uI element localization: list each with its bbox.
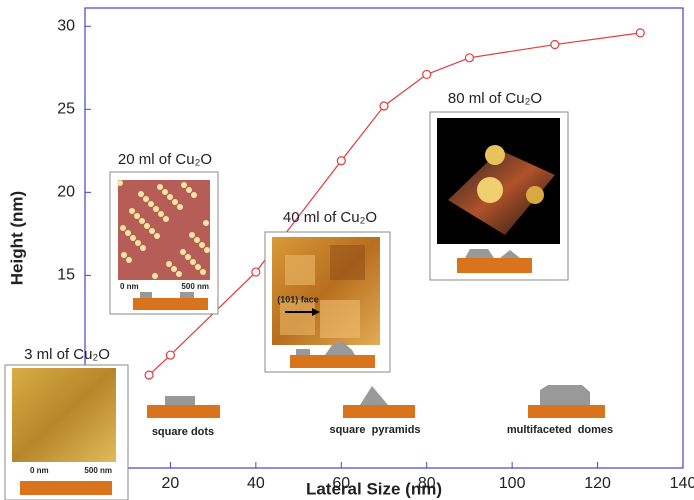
inset	[429, 111, 569, 281]
shape-label: square pyramids	[329, 424, 420, 436]
inset-title: 3 ml of Cu₂O	[24, 346, 110, 363]
y-tick-label: 15	[57, 267, 75, 284]
data-point	[635, 28, 645, 38]
particle	[130, 235, 136, 241]
data-point	[422, 69, 432, 80]
plot-frame	[84, 7, 684, 469]
inset	[109, 171, 219, 315]
particle	[126, 257, 132, 263]
particle	[163, 216, 169, 222]
particle	[166, 261, 172, 267]
inset	[264, 231, 391, 373]
particle	[162, 189, 168, 195]
particle	[180, 249, 186, 255]
data-point	[165, 350, 176, 360]
particle	[134, 213, 140, 219]
inset	[4, 364, 129, 500]
particle	[181, 182, 187, 188]
particle	[143, 196, 149, 202]
x-tick-label: 20	[162, 475, 180, 492]
particle	[171, 266, 177, 272]
data-point	[336, 156, 346, 166]
inset-title: 20 ml of Cu₂O	[118, 151, 212, 168]
particle	[125, 230, 131, 236]
x-tick-label: 140	[670, 475, 694, 492]
x-tick-label: 60	[332, 475, 350, 492]
particle	[140, 245, 146, 251]
particle	[148, 201, 154, 207]
inset-title: 80 ml of Cu₂O	[448, 90, 542, 107]
particle	[203, 220, 209, 226]
particle	[190, 259, 196, 265]
data-point	[251, 267, 261, 277]
particle	[135, 240, 141, 246]
particle	[152, 273, 158, 279]
data-point	[144, 370, 154, 380]
data-point	[550, 39, 560, 50]
y-tick-label: 30	[57, 17, 75, 34]
particle	[157, 184, 163, 190]
particle	[194, 237, 200, 243]
shape-cartoons	[147, 385, 605, 418]
particle	[149, 228, 155, 234]
particle	[139, 218, 145, 224]
scale-label: 500 nm	[84, 466, 112, 475]
particle	[185, 254, 191, 260]
particle	[153, 206, 159, 212]
y-axis-label: Height (nm)	[7, 191, 26, 285]
x-tick-label: 100	[499, 475, 526, 492]
particle	[195, 264, 201, 270]
face-label: (101) face	[277, 294, 319, 304]
particle	[189, 232, 195, 238]
particle	[186, 187, 192, 193]
particle	[121, 252, 127, 258]
y-tick-label: 20	[57, 184, 75, 201]
particle	[177, 204, 183, 210]
particle	[200, 269, 206, 275]
scale-label: 0 nm	[30, 466, 49, 475]
shape-label: square dots	[152, 426, 214, 438]
y-tick-label: 25	[57, 101, 75, 118]
data-point	[379, 101, 389, 111]
particle	[167, 194, 173, 200]
particle	[117, 180, 123, 186]
shape-label: multifaceted domes	[507, 424, 613, 436]
x-tick-label: 120	[584, 475, 611, 492]
scale-label: 0 nm	[120, 282, 139, 291]
particle	[120, 225, 126, 231]
scale-label: 500 nm	[181, 282, 209, 291]
particle	[158, 211, 164, 217]
particle	[199, 242, 205, 248]
particle	[138, 191, 144, 197]
inset-title: 40 ml of Cu₂O	[283, 209, 377, 226]
x-tick-label: 80	[418, 475, 436, 492]
particle	[154, 233, 160, 239]
data-point	[464, 53, 475, 63]
particle	[129, 208, 135, 214]
particle	[176, 271, 182, 277]
particle	[172, 199, 178, 205]
particle	[191, 192, 197, 198]
particle	[144, 223, 150, 229]
x-tick-label: 40	[247, 475, 265, 492]
particle	[204, 247, 210, 253]
x-axis-label: Lateral Size (nm)	[306, 479, 442, 498]
